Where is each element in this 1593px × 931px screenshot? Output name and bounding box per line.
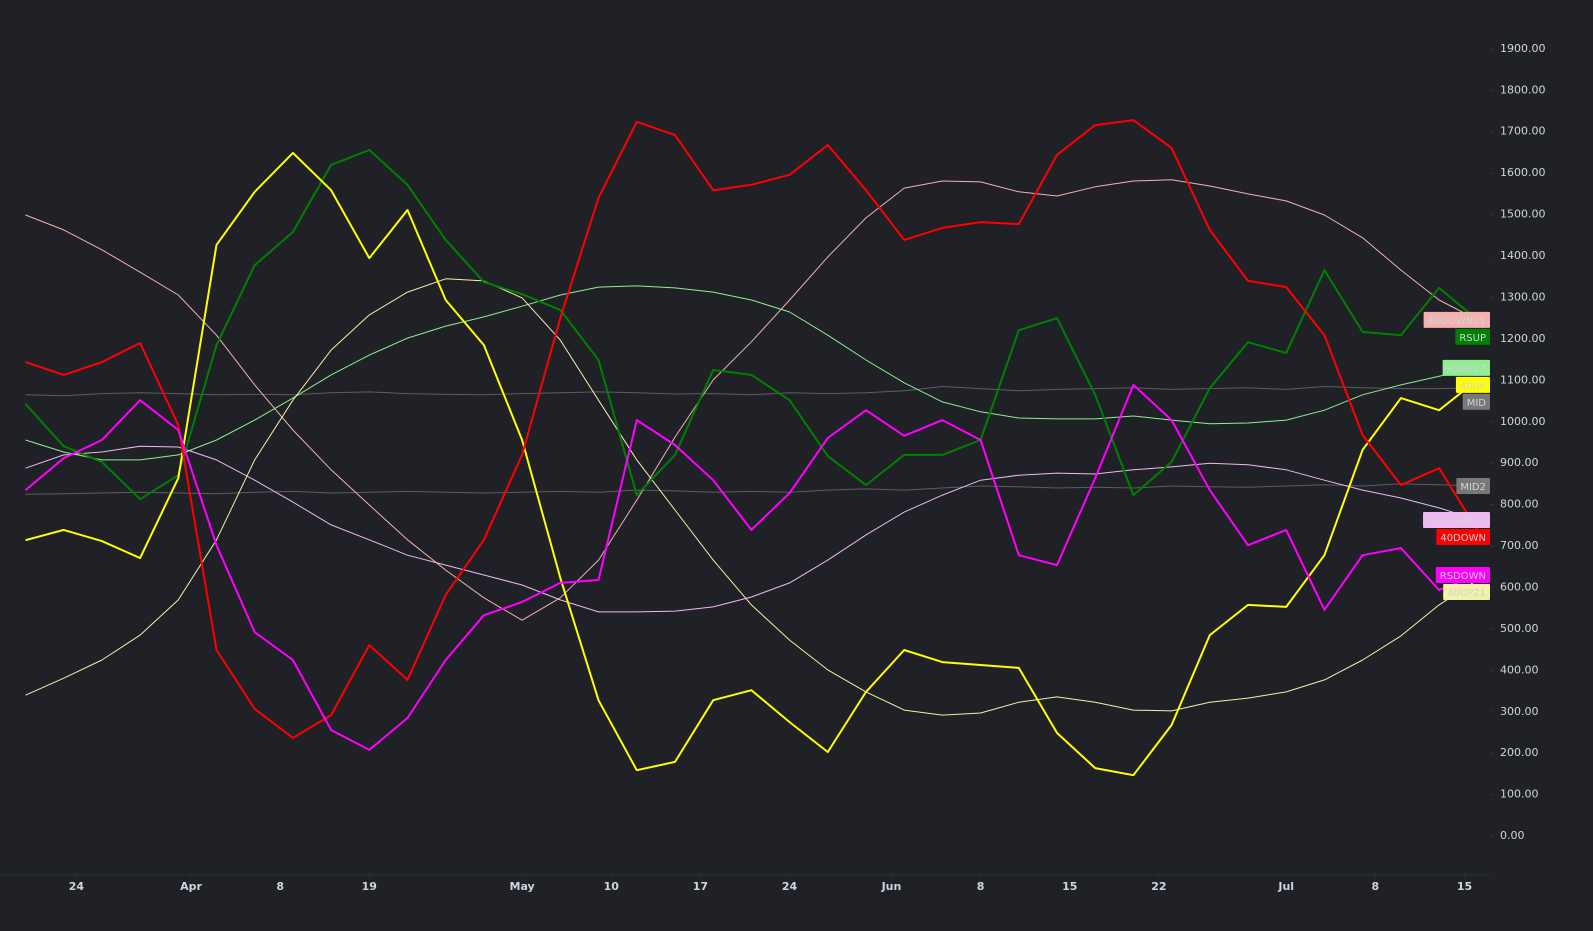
series-line bbox=[25, 278, 1478, 716]
x-tick-label: May bbox=[510, 880, 535, 893]
x-tick-label: 17 bbox=[693, 880, 708, 893]
y-tick-label: 1600.00 bbox=[1500, 166, 1546, 179]
y-tick-label: 1800.00 bbox=[1500, 83, 1546, 96]
series-line bbox=[25, 386, 1478, 397]
y-tick-label: 900.00 bbox=[1500, 456, 1539, 469]
y-tick-label: 1200.00 bbox=[1500, 332, 1546, 345]
series-tag-box bbox=[1435, 567, 1490, 584]
x-tick-label: 19 bbox=[362, 880, 377, 893]
y-tick-label: 800.00 bbox=[1500, 498, 1539, 511]
series-tag: RSUP bbox=[1455, 328, 1490, 345]
series-line bbox=[25, 483, 1478, 495]
series-tag-box bbox=[1423, 311, 1490, 328]
series-tag: 40DOWN bbox=[1436, 528, 1490, 545]
series-tag-box bbox=[1455, 328, 1490, 345]
series-tag-box bbox=[1443, 584, 1490, 601]
series-tag: MID2 bbox=[1456, 477, 1490, 494]
y-tick-label: 1100.00 bbox=[1500, 373, 1546, 386]
y-tick-label: 1000.00 bbox=[1500, 415, 1546, 428]
y-tick-label: 100.00 bbox=[1500, 788, 1539, 801]
series-line bbox=[25, 445, 1478, 613]
series-tag-box bbox=[1436, 528, 1490, 545]
y-tick-label: 700.00 bbox=[1500, 539, 1539, 552]
x-tick-label: Apr bbox=[180, 880, 202, 893]
series-tag-box bbox=[1442, 359, 1490, 376]
series-line bbox=[25, 119, 1479, 739]
x-tick-label: 24 bbox=[69, 880, 85, 893]
x-tick-label: Jul bbox=[1277, 880, 1294, 893]
y-tick-label: 1400.00 bbox=[1500, 249, 1546, 262]
series-line bbox=[24, 149, 1478, 501]
series-tag-label: 40DOWN21 bbox=[1428, 316, 1486, 327]
series-tag: RSDOWN bbox=[1435, 567, 1490, 584]
y-tick-label: 200.00 bbox=[1500, 746, 1539, 759]
series-line bbox=[24, 383, 1478, 751]
series-tag: MID bbox=[1462, 393, 1490, 410]
x-tick-label: 10 bbox=[604, 880, 620, 893]
series-tag-label: MID bbox=[1467, 398, 1487, 409]
x-tick-label: 8 bbox=[977, 880, 985, 893]
x-tick-label: 22 bbox=[1151, 880, 1166, 893]
series-tag: RSDOWN27 bbox=[1423, 511, 1490, 528]
x-tick-label: 24 bbox=[782, 880, 798, 893]
y-tick-label: 1300.00 bbox=[1500, 290, 1546, 303]
series-tag-label: MID2 bbox=[1460, 482, 1486, 493]
y-tick-label: 1900.00 bbox=[1500, 42, 1546, 55]
series-tag: RSUP27 bbox=[1442, 359, 1490, 376]
series-tag-box bbox=[1462, 393, 1490, 410]
series-tag: 40UP bbox=[1455, 376, 1490, 393]
y-tick-label: 300.00 bbox=[1500, 705, 1539, 718]
series-tag-box bbox=[1455, 376, 1490, 393]
series-tag-label: RSUP27 bbox=[1447, 364, 1486, 375]
x-tick-label: 8 bbox=[1372, 880, 1380, 893]
series-line bbox=[25, 151, 1478, 777]
series-tag-label: 40UP bbox=[1460, 381, 1486, 392]
series-tag-label: RSDOWN bbox=[1440, 571, 1486, 582]
y-tick-label: 1700.00 bbox=[1500, 125, 1546, 138]
x-tick-label: 15 bbox=[1457, 880, 1472, 893]
y-tick-label: 1500.00 bbox=[1500, 208, 1546, 221]
x-tick-label: 8 bbox=[276, 880, 284, 893]
x-tick-label: Jun bbox=[881, 880, 902, 893]
x-tick-label: 15 bbox=[1062, 880, 1077, 893]
y-tick-label: 500.00 bbox=[1500, 622, 1539, 635]
y-tick-label: 0.00 bbox=[1500, 829, 1525, 842]
series-line bbox=[25, 285, 1478, 461]
y-tick-label: 400.00 bbox=[1500, 663, 1539, 676]
series-tag-box bbox=[1456, 477, 1490, 494]
series-tag-label: RSUP bbox=[1459, 333, 1486, 344]
series-tag: 40UP21 bbox=[1443, 584, 1490, 601]
series-tag-label: 40DOWN bbox=[1440, 533, 1486, 544]
y-tick-label: 600.00 bbox=[1500, 580, 1539, 593]
series-tag-box bbox=[1423, 511, 1490, 528]
series-tag: 40DOWN21 bbox=[1423, 311, 1490, 328]
series-tag-label: 40UP21 bbox=[1447, 588, 1486, 599]
series-line bbox=[25, 179, 1478, 621]
series-tag-label: RSDOWN27 bbox=[1427, 516, 1486, 527]
